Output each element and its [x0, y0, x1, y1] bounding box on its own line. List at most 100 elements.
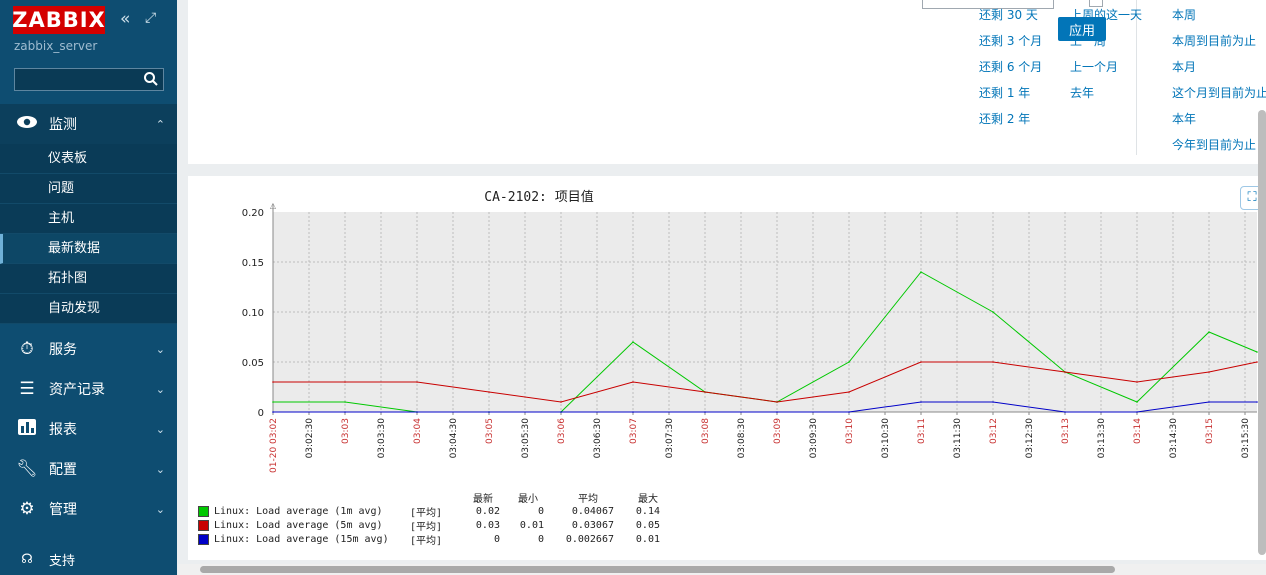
data-point — [272, 381, 274, 383]
kiosk-mode-icon[interactable]: ⤢ — [145, 10, 157, 26]
x-tick-label: 03:03 — [341, 418, 351, 444]
nav-support[interactable]: ☊ 支持 — [0, 550, 177, 569]
list-icon: ☰ — [19, 379, 35, 399]
chevron-down-icon: ⌄ — [155, 342, 165, 356]
y-tick-label: 0.10 — [242, 308, 264, 319]
x-tick-label: 03:12:30 — [1025, 418, 1035, 459]
nav-inventory[interactable]: ☰ 资产记录 ⌄ — [0, 369, 177, 409]
quick-range-link[interactable]: 还剩 3 个月 — [979, 34, 1043, 48]
data-point — [776, 401, 778, 403]
x-tick-label: 03:14:30 — [1169, 418, 1179, 459]
quick-range-link[interactable]: 上周的这一天 — [1070, 8, 1143, 22]
legend-header: 最新 最小 平均 最大 — [198, 490, 673, 505]
nav-configuration[interactable]: 🔧︎ 配置 ⌄ — [0, 449, 177, 489]
nav-item-problems[interactable]: 问题 — [0, 174, 177, 204]
x-tick-label: 03:13 — [1061, 418, 1071, 444]
x-tick-label: 03:08 — [701, 418, 711, 444]
x-tick-label: 03:15 — [1205, 418, 1215, 444]
nav-item-latest-data[interactable]: 最新数据 — [0, 234, 177, 264]
data-point — [272, 411, 274, 413]
collapse-sidebar-icon[interactable]: « — [120, 9, 131, 29]
data-point — [1208, 371, 1210, 373]
legend-avg: 0.002667 — [565, 533, 614, 545]
chevron-down-icon: ⌄ — [155, 462, 165, 476]
nav-monitoring-label: 监测 — [49, 117, 77, 133]
data-point — [632, 411, 634, 413]
quick-range-link[interactable]: 本年 — [1172, 112, 1197, 126]
quick-range-link[interactable]: 还剩 6 个月 — [979, 60, 1043, 74]
x-tick-label: 01-20 03:02 — [269, 418, 279, 473]
data-point — [632, 341, 634, 343]
legend-row: Linux: Load average (1m avg) [平均] 0.02 0… — [198, 504, 673, 519]
vertical-scrollbar-thumb[interactable] — [1258, 110, 1266, 555]
data-point — [1208, 401, 1210, 403]
chevron-down-icon: ⌄ — [155, 502, 165, 516]
nav-item-discovery[interactable]: 自动发现 — [0, 294, 177, 324]
quick-range-link[interactable]: 上一周 — [1070, 34, 1107, 48]
data-point — [1064, 371, 1066, 373]
quick-range-link[interactable]: 去年 — [1070, 86, 1095, 100]
x-tick-label: 03:04 — [413, 418, 423, 444]
nav-configuration-label: 配置 — [49, 462, 77, 478]
quick-range-link[interactable]: 本月 — [1172, 60, 1197, 74]
nav-administration-label: 管理 — [49, 502, 77, 518]
quick-range-link[interactable]: 上一个月 — [1070, 60, 1119, 74]
legend-row: Linux: Load average (5m avg) [平均] 0.03 0… — [198, 518, 673, 533]
legend-series-name: Linux: Load average (1m avg) — [214, 505, 383, 517]
support-label: 支持 — [49, 554, 76, 569]
search-icon[interactable] — [143, 71, 159, 87]
legend-last: 0 — [493, 533, 500, 545]
x-tick-label: 03:04:30 — [449, 418, 459, 459]
y-tick-label: 0.15 — [242, 258, 264, 269]
calendar-button[interactable] — [1089, 0, 1103, 7]
legend-last: 0.02 — [475, 505, 500, 517]
legend-min: 0 — [537, 505, 544, 517]
horizontal-scrollbar-thumb[interactable] — [200, 566, 1115, 573]
nav-services-label: 服务 — [49, 342, 77, 358]
quick-range-link[interactable]: 还剩 30 天 — [979, 8, 1038, 22]
legend-avg: 0.04067 — [571, 505, 614, 517]
quick-range-link[interactable]: 本周 — [1172, 8, 1197, 22]
quick-range-link[interactable]: 还剩 1 年 — [979, 86, 1031, 100]
x-tick-label: 03:06 — [557, 418, 567, 444]
search-input[interactable] — [14, 68, 164, 91]
x-tick-label: 03:03:30 — [377, 418, 387, 459]
x-tick-label: 03:08:30 — [737, 418, 747, 459]
nav-administration[interactable]: ⚙ 管理 ⌄ — [0, 489, 177, 529]
data-point — [848, 361, 850, 363]
legend-series-name: Linux: Load average (15m avg) — [214, 533, 389, 545]
x-tick-label: 03:13:30 — [1097, 418, 1107, 459]
legend-row: Linux: Load average (15m avg) [平均] 0 0 0… — [198, 532, 673, 547]
data-point — [1256, 401, 1258, 403]
x-tick-label: 03:09:30 — [809, 418, 819, 459]
quick-range-link[interactable]: 还剩 2 年 — [979, 112, 1031, 126]
quick-range-link[interactable]: 本周到目前为止 — [1172, 34, 1257, 48]
nav-item-maps[interactable]: 拓扑图 — [0, 264, 177, 294]
quick-range-link[interactable]: 这个月到目前为止 — [1172, 86, 1266, 100]
x-tick-label: 03:05:30 — [521, 418, 531, 459]
time-to-input[interactable] — [922, 0, 1054, 9]
time-filter-panel: 应用 还剩 30 天 还剩 3 个月 还剩 6 个月 还剩 1 年 还剩 2 年… — [188, 0, 1266, 164]
zabbix-logo[interactable]: ZABBIX — [12, 6, 106, 34]
nav-item-dashboard[interactable]: 仪表板 — [0, 144, 177, 174]
legend-func: [平均] — [410, 507, 443, 519]
nav-item-hosts[interactable]: 主机 — [0, 204, 177, 234]
legend-min: 0 — [537, 533, 544, 545]
x-tick-label: 03:11 — [917, 418, 927, 444]
x-tick-label: 03:15:30 — [1241, 418, 1251, 459]
apply-button[interactable]: 应用 — [1058, 17, 1106, 41]
legend-avg: 0.03067 — [571, 519, 614, 531]
data-point — [344, 401, 346, 403]
data-point — [1256, 361, 1258, 363]
legend-max: 0.14 — [635, 505, 660, 517]
legend-max: 0.05 — [635, 519, 660, 531]
nav-services[interactable]: ⏱ 服务 ⌄ — [0, 329, 177, 369]
y-tick-label: 0 — [258, 408, 264, 419]
data-point — [272, 401, 274, 403]
nav-reports[interactable]: 报表 ⌄ — [0, 409, 177, 449]
nav-monitoring[interactable]: 监测 ⌃ — [0, 104, 177, 144]
data-point — [344, 381, 346, 383]
quick-range-link[interactable]: 今年到目前为止 — [1172, 138, 1257, 152]
y-tick-label: 0.05 — [242, 358, 264, 369]
